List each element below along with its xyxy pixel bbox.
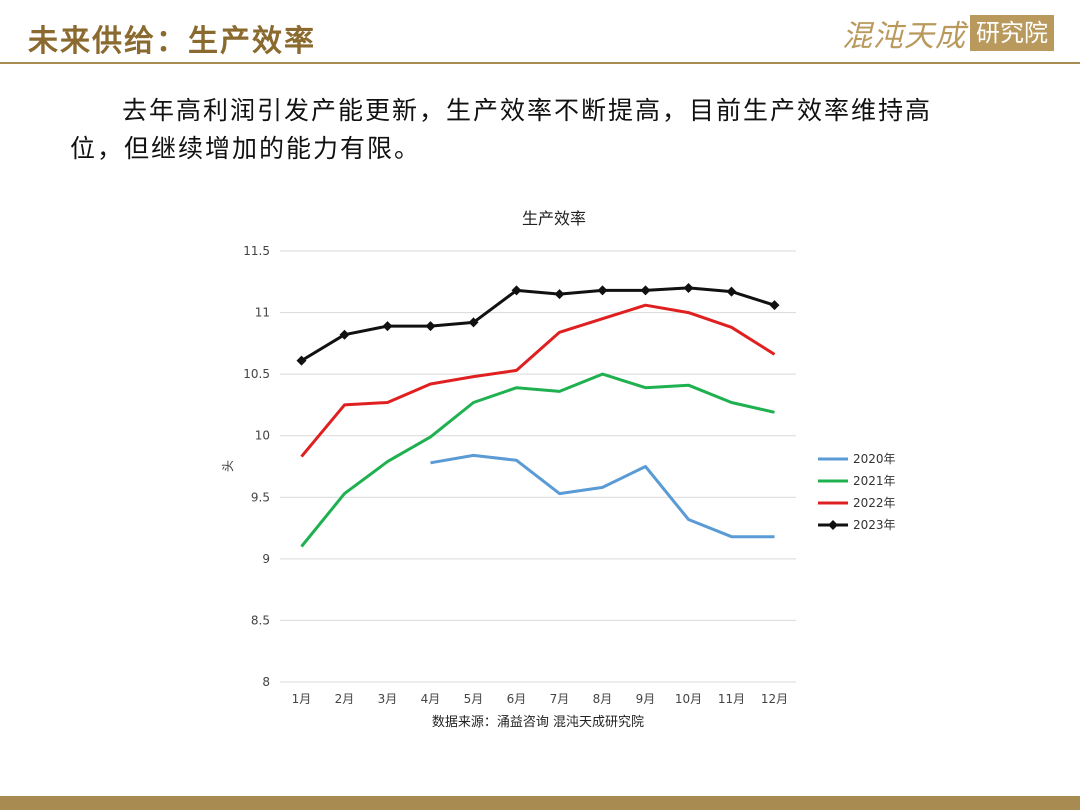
series-2020年 [430,453,775,539]
y-axis-label: 头 [221,460,235,472]
logo-box-text: 研究院 [970,15,1054,51]
data-point [382,321,393,332]
x-tick-label: 5月 [464,692,484,706]
logo-text: 混沌天成 [842,19,966,54]
y-tick-label: 11 [255,306,270,320]
y-tick-label: 8.5 [251,613,270,627]
data-point [683,282,694,293]
series-line [430,453,775,539]
x-tick-label: 2月 [335,692,355,706]
data-point [726,286,737,297]
y-tick-label: 11.5 [243,244,270,258]
data-point [468,317,479,328]
legend-marker [828,520,838,530]
legend-label: 2023年 [853,518,896,532]
data-point [425,321,436,332]
x-tick-label: 8月 [593,692,613,706]
footer-bar [0,796,1080,810]
source-note: 数据来源：涌益咨询 混沌天成研究院 [432,715,644,730]
x-tick-label: 4月 [421,692,441,706]
data-point [339,329,350,340]
x-tick-label: 7月 [550,692,570,706]
y-tick-label: 10.5 [243,367,270,381]
x-tick-label: 6月 [507,692,527,706]
x-tick-label: 10月 [675,692,702,706]
series-line [300,286,775,362]
series-2021年 [300,372,775,548]
x-tick-label: 3月 [378,692,398,706]
series-line [300,303,776,458]
body-text-content: 去年高利润引发产能更新，生产效率不断提高，目前生产效率维持高位，但继续增加的能力… [70,96,933,163]
series-line [300,372,775,548]
data-point [640,285,651,296]
legend-label: 2020年 [853,452,896,466]
data-point [296,355,307,366]
data-point [511,285,522,296]
x-tick-label: 12月 [761,692,788,706]
series-2023年 [296,282,780,366]
body-text: 去年高利润引发产能更新，生产效率不断提高，目前生产效率维持高位，但继续增加的能力… [70,92,970,168]
legend-label: 2022年 [853,496,896,510]
header-rule [0,62,1080,64]
x-tick-label: 9月 [636,692,656,706]
y-tick-label: 9.5 [251,490,270,504]
y-tick-label: 8 [262,675,270,689]
y-tick-label: 9 [262,552,270,566]
x-tick-label: 1月 [292,692,312,706]
data-point [554,289,565,300]
slide-title: 未来供给：生产效率 [28,24,316,59]
x-tick-label: 11月 [718,692,745,706]
chart-title: 生产效率 [522,209,586,228]
data-point [769,300,780,311]
y-tick-label: 10 [255,429,270,443]
legend-label: 2021年 [853,474,896,488]
data-point [597,285,608,296]
series-2022年 [300,303,776,458]
brand-logo: 混沌天成 研究院 [842,14,1054,54]
